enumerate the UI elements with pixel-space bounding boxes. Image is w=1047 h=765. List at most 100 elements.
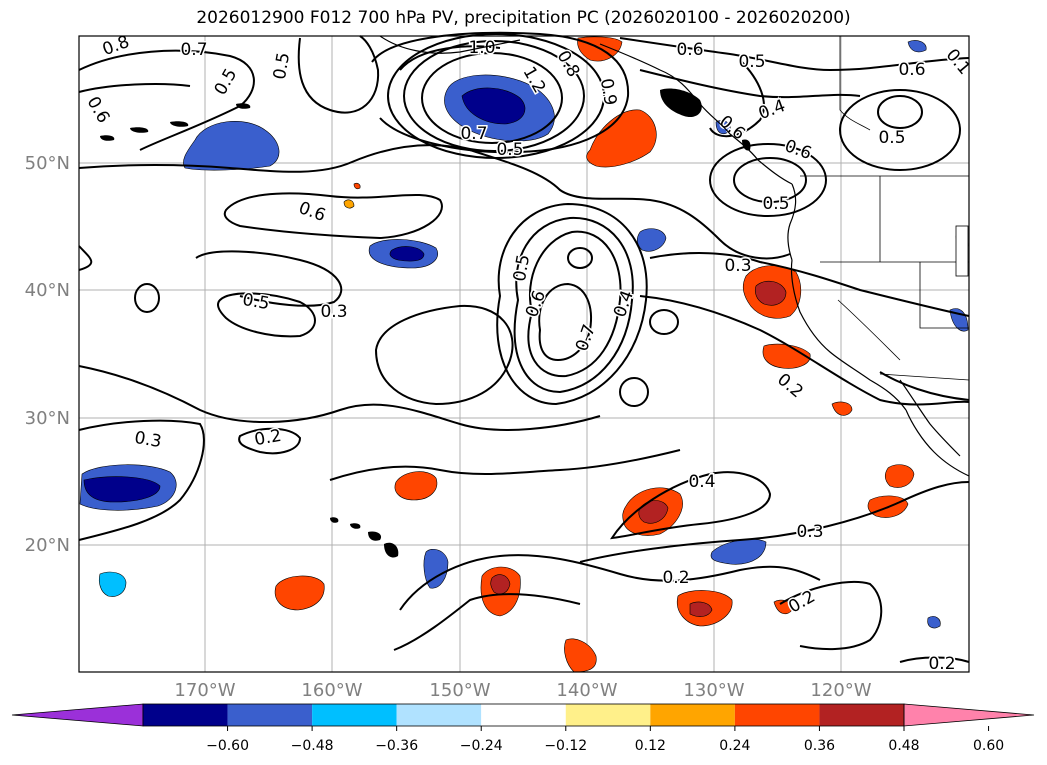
lon-label: 120°W [810, 680, 871, 701]
colorbar-extend-high [903, 703, 1035, 727]
pv-contour-cut-1 [527, 230, 622, 378]
contour-label: 0.2 [662, 568, 689, 588]
colorbar-tick-label: 0.12 [635, 738, 666, 754]
colorbar-box [819, 704, 904, 726]
lon-label: 140°W [556, 680, 617, 701]
precip-patch-small-157w [353, 182, 361, 190]
lat-label: 30°N [25, 408, 70, 429]
precip-patch-south-165w [274, 575, 325, 611]
precip-patch-west-tropics-core [83, 476, 161, 503]
colorbar-tick-label: 0.60 [973, 738, 1004, 754]
pv-contour-trop-8 [393, 593, 581, 651]
lake-1 [955, 225, 969, 277]
map-panel: 0.8 0.7 0.5 0.5 1.0 1.2 0.8 0.9 0.6 0.5 … [78, 30, 976, 676]
contour-label: 0.3 [133, 428, 163, 452]
colorbar-tick-label: 0.24 [719, 738, 750, 754]
contour-label: 0.3 [724, 256, 751, 276]
precip-patch-hawaii-east [423, 549, 449, 589]
pv-contour-ne-ring-2 [839, 89, 961, 171]
lakes [955, 225, 969, 277]
border-state-3 [919, 262, 969, 329]
contour-label: 0.5 [878, 128, 905, 148]
pv-contour-small-3 [619, 377, 649, 407]
colorbar-box [396, 704, 482, 726]
contour-label: 0.4 [688, 472, 715, 492]
island-alaska-archipelago [660, 88, 702, 118]
colorbar-tick-label: −0.36 [375, 738, 418, 754]
pv-contour-ne-1 [619, 37, 970, 72]
island-aleutian-4 [236, 103, 251, 109]
precip-patch-southwest [98, 571, 127, 597]
island-haida [742, 139, 751, 151]
precip-patch-south-small [927, 616, 941, 629]
pv-contour-cut-6 [469, 149, 791, 260]
lat-label: 40°N [25, 280, 70, 301]
precip-patch-38n-140w [636, 228, 667, 252]
precip-patch-south-145w-core [490, 574, 511, 595]
island-aleutian-2 [130, 127, 149, 133]
precip-positive-patches [274, 36, 969, 673]
pv-contour-north-4 [399, 45, 501, 71]
borders [800, 36, 970, 381]
pv-contour-trop-4 [329, 449, 681, 481]
colorbar-box [227, 704, 313, 726]
coastline-gulf-ca [899, 379, 961, 457]
pv-contour-cut-5 [374, 304, 514, 406]
precip-patch-aleutian [183, 120, 280, 171]
lon-label: 160°W [301, 680, 362, 701]
pv-contour-trop-3 [238, 427, 302, 455]
contour-label: 0.5 [496, 140, 523, 160]
coastline-north-ak [379, 35, 521, 54]
precip-patch-mid-north-core [389, 246, 425, 262]
precip-patch-south-126w [773, 599, 793, 615]
pv-contour-trop-2 [78, 419, 205, 541]
colorbar: −0.60 −0.48 −0.36 −0.24 −0.12 0.12 0.24 0.36 0.4… [11, 703, 1035, 754]
pv-contour-small-2 [649, 309, 679, 335]
map-frame [78, 35, 970, 673]
pv-contour-ca-1 [649, 252, 970, 317]
colorbar-tick-label: −0.60 [206, 738, 249, 754]
precip-patch-50n-140w [586, 109, 657, 168]
pv-contour-mid-1 [78, 144, 471, 173]
pv-contour-small-1 [567, 247, 593, 269]
colorbar-tick-label: −0.48 [291, 738, 334, 754]
island-hawaii-2 [350, 523, 361, 529]
precip-patch-gulf-alaska-core [461, 87, 526, 125]
lon-label: 170°W [174, 680, 235, 701]
precip-patch-small-158w [343, 199, 355, 209]
border-mexico [879, 373, 970, 381]
coastlines [379, 35, 970, 477]
precip-patch-ca-coast-core [754, 280, 787, 306]
map-title: 2026012900 F012 700 hPa PV, precipitatio… [196, 8, 851, 28]
colorbar-box [650, 704, 735, 726]
lat-label: 20°N [25, 535, 70, 556]
precip-patch-hawaii-ne [394, 471, 438, 501]
colorbar-tick-label: 0.36 [804, 738, 835, 754]
lon-label: 130°W [683, 680, 744, 701]
island-hawaii-1 [330, 517, 339, 523]
colorbar-box [734, 704, 820, 726]
contour-label: 0.2 [928, 654, 955, 674]
contour-label: 0.5 [762, 194, 789, 214]
colorbar-box [143, 704, 228, 726]
island-hawaii-3 [368, 531, 382, 541]
lon-label: 150°W [429, 680, 490, 701]
pv-contour-trop-1 [78, 365, 601, 431]
precip-patch-south-132w-core [689, 601, 713, 617]
precip-patch-22n-135w-core [638, 500, 669, 524]
contour-label: 0.6 [898, 60, 925, 80]
pv-contour-trop-6 [579, 481, 970, 563]
coastline-alaska-panhandle [599, 43, 793, 185]
pv-contour-bc-2 [733, 157, 807, 203]
colorbar-tick-label: 0.48 [888, 738, 919, 754]
lat-axis-labels: 50°N 40°N 30°N 20°N [25, 153, 70, 556]
pv-contour-ne-ring [877, 95, 923, 129]
colorbar-frame [142, 703, 905, 727]
pv-contour-trop-5 [610, 471, 772, 540]
colorbar-tick-label: −0.12 [544, 738, 587, 754]
colorbar-box [565, 704, 651, 726]
island-aleutian-3 [170, 121, 189, 127]
precip-patch-ne-corner [907, 40, 927, 53]
pv-contour-trop-10 [899, 656, 970, 663]
